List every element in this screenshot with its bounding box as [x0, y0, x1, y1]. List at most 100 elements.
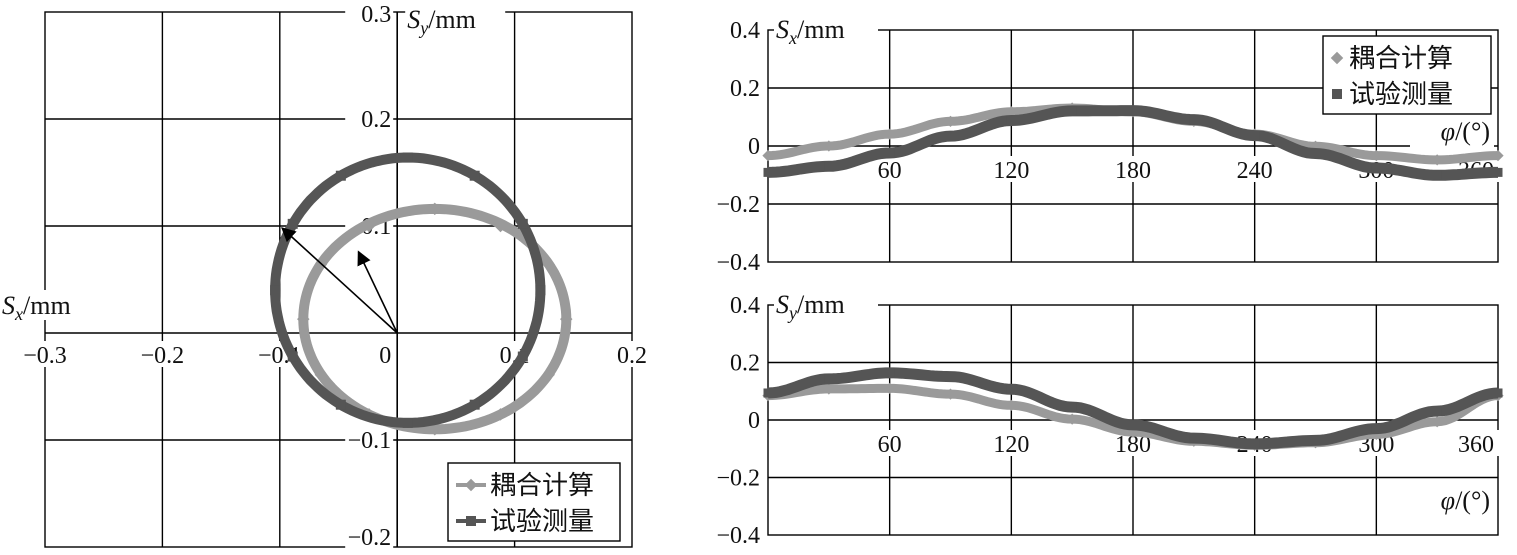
- sx-ylabel-unit: /mm: [797, 15, 845, 44]
- sy-ylabel-main: S: [776, 290, 789, 319]
- sx-ytick-4: −0.4: [716, 250, 760, 276]
- orbit-xtick-3: 0: [379, 343, 391, 369]
- sx-series-1-point-0: [763, 167, 773, 177]
- sy-ytick-1: 0.2: [730, 351, 760, 377]
- sy-series-1-point-1: [824, 374, 834, 384]
- orbit-ytick-bg-3: [345, 428, 394, 454]
- sx-xlabel-phi: φ: [1441, 117, 1455, 146]
- sx-xtick-bg-1: [985, 156, 1038, 182]
- orbit-series-1-point-1: [517, 218, 528, 229]
- sy-ylabel-bg: [774, 289, 878, 319]
- sx-chart: 0.40.20−0.2−0.460120180240300360Sx/mmφ/(…: [716, 14, 1504, 276]
- sx-ytick-2: 0: [748, 134, 760, 160]
- orbit-series-0-point-0: [560, 312, 573, 326]
- orbit-xtick-bg-0: [15, 341, 75, 367]
- sx-xtick-0: 60: [878, 158, 902, 184]
- orbit-series-0-point-10: [494, 408, 507, 421]
- orbit-xlabel: Sx/mm: [2, 291, 71, 324]
- orbit-ytick-0: 0.3: [361, 2, 391, 28]
- sy-series-1-point-8: [1250, 439, 1260, 449]
- sy-xlabel-phi: φ: [1441, 486, 1455, 515]
- sy-series-0-point-5: [1066, 413, 1078, 425]
- sx-series-0-point-2: [884, 128, 896, 140]
- orbit-series-1-point-10: [469, 399, 480, 410]
- sy-chart: 0.40.20−0.2−0.460120180240300360Sy/mmφ/(…: [716, 289, 1504, 549]
- sx-xtick-3: 240: [1237, 158, 1273, 184]
- sx-xtick-1: 120: [993, 158, 1029, 184]
- orbit-xtick-bg-3: [375, 341, 396, 367]
- sx-series-1-point-5: [1067, 106, 1077, 116]
- sx-xtick-bg-3: [1228, 156, 1281, 182]
- sy-ytick-3: −0.2: [716, 466, 760, 492]
- sy-xlabel: φ/(°): [1441, 486, 1490, 515]
- sy-series-1-point-10: [1371, 424, 1381, 434]
- orbit-ytick-3: −0.1: [348, 428, 392, 454]
- sy-xlabel-unit: /(°): [1455, 486, 1490, 515]
- orbit-ylabel-unit: /mm: [428, 5, 476, 34]
- orbit-ytick-bg-1: [345, 107, 394, 133]
- orbit-series-1-point-9: [402, 417, 413, 428]
- orbit-arrow-1: [357, 250, 398, 334]
- sx-legend: [1322, 35, 1492, 115]
- orbit-series-0-point-9: [428, 423, 442, 436]
- orbit-series-1-point-11: [517, 351, 528, 362]
- orbit-legend-marker-0: [464, 478, 478, 492]
- sx-series-0-point-3: [944, 115, 957, 127]
- orbit-series-0-point-4: [362, 219, 376, 233]
- orbit-xlabel-main: S: [2, 291, 15, 320]
- orbit-series-1-point-0: [535, 285, 546, 296]
- orbit-legend-marker-1: [466, 516, 476, 526]
- sx-ytick-1: 0.2: [730, 76, 760, 102]
- orbit-series-line-1: [270, 152, 546, 428]
- sy-ytick-4: −0.4: [716, 523, 760, 549]
- orbit-series-0-point-6: [297, 312, 310, 326]
- sx-ylabel-main: S: [776, 15, 789, 44]
- sy-ytick-2: 0: [748, 408, 760, 434]
- sy-series-1-point-11: [1432, 406, 1442, 416]
- sx-series-1-point-9: [1311, 149, 1320, 159]
- orbit-chart: −0.3 −0.2 −0.1 0 0.1 0.20.30.20.1−0.1−0.2Sy/m…: [0, 2, 662, 551]
- orbit-series-1-point-7: [287, 351, 298, 362]
- orbit-series-1-point-8: [335, 399, 346, 410]
- sy-series-1-point-0: [763, 388, 773, 398]
- sy-ytick-0: 0.4: [730, 293, 760, 319]
- sy-series-1-point-9: [1311, 435, 1320, 445]
- orbit-xtick-bg-5: [602, 341, 662, 367]
- sy-xtick-5: 360: [1458, 432, 1494, 458]
- orbit-ylabel-sub: y: [418, 18, 428, 38]
- sx-series-0-point-11: [1431, 154, 1443, 166]
- sx-ylabel: Sx/mm: [776, 15, 845, 48]
- sx-series-1-point-6: [1128, 106, 1138, 116]
- orbit-legend-label-1: 试验测量: [490, 507, 594, 536]
- sx-series-0-point-4: [1005, 106, 1017, 118]
- orbit-series-0-point-11: [542, 368, 555, 381]
- orbit-legend-label-0: 耦合计算: [490, 471, 594, 500]
- sx-ylabel-bg: [774, 14, 878, 44]
- orbit-ylabel-main: S: [407, 5, 420, 34]
- orbit-xlabel-bg: [0, 290, 92, 320]
- sy-series-1-point-4: [1006, 384, 1016, 394]
- sx-xtick-bg-2: [1107, 156, 1159, 182]
- orbit-series-0-point-1: [542, 258, 555, 271]
- orbit-xtick-bg-1: [132, 341, 193, 367]
- sx-ylabel-sub: x: [788, 28, 797, 48]
- orbit-series-1-point-2: [469, 170, 480, 181]
- sx-series-1-point-3: [946, 131, 955, 141]
- sx-series-1-point-1: [824, 161, 834, 171]
- sy-xlabel-bg: [1410, 485, 1494, 517]
- sy-series-1-point-3: [946, 372, 955, 382]
- sy-series-1-point-12: [1493, 388, 1503, 398]
- orbit-legend: [447, 462, 621, 542]
- sy-ylabel: Sy/mm: [776, 290, 845, 323]
- sx-xlabel-unit: /(°): [1455, 117, 1490, 146]
- orbit-series-1-point-6: [270, 285, 281, 296]
- sy-xtick-bg-5: [1450, 430, 1502, 456]
- orbit-ylabel: Sy/mm: [407, 5, 476, 38]
- sy-series-1-point-2: [885, 368, 895, 378]
- sy-series-0-point-1: [823, 383, 835, 395]
- orbit-ytick-1: 0.2: [361, 107, 391, 133]
- sy-xtick-0: 60: [878, 432, 902, 458]
- orbit-xtick-1: −0.2: [141, 343, 185, 369]
- orbit-ytick-4: −0.2: [348, 525, 392, 551]
